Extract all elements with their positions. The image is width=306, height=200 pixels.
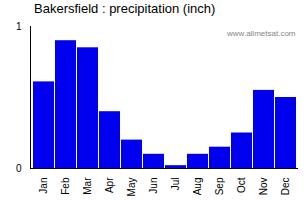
svg-text:Feb: Feb <box>60 177 71 195</box>
svg-text:Apr: Apr <box>104 177 115 193</box>
svg-text:1: 1 <box>16 21 22 32</box>
html-text:Bakersfield : precipitation (i: Bakersfield : precipitation (inch) <box>34 1 216 16</box>
svg-text:Nov: Nov <box>258 178 269 196</box>
svg-text:Aug: Aug <box>192 178 203 196</box>
svg-text:www.allmetsat.com: www.allmetsat.com <box>226 29 296 38</box>
svg-text:Sep: Sep <box>214 177 225 195</box>
svg-text:Oct: Oct <box>236 177 247 193</box>
svg-text:Mar: Mar <box>82 177 93 195</box>
svg-text:0: 0 <box>16 163 22 174</box>
svg-text:Jun: Jun <box>148 178 159 194</box>
svg-text:May: May <box>126 178 137 197</box>
svg-text:Jul: Jul <box>170 178 181 191</box>
svg-text:Dec: Dec <box>280 178 291 196</box>
svg-text:Jan: Jan <box>38 178 49 194</box>
